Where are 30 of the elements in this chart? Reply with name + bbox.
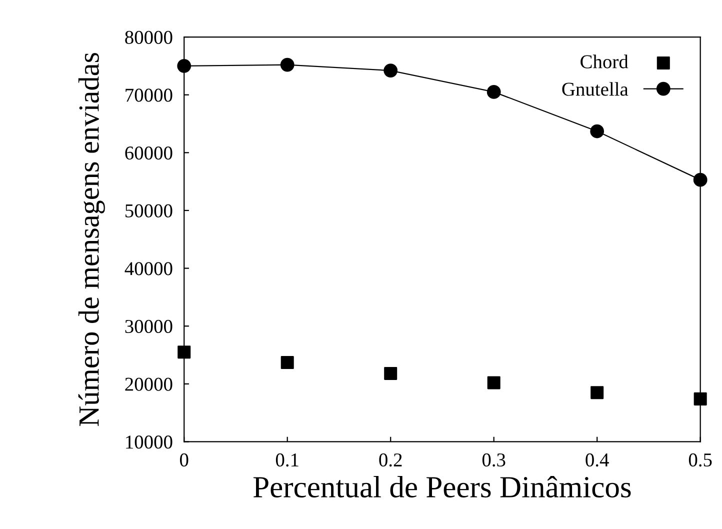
point — [693, 172, 708, 187]
y-tick-label: 10000 — [126, 436, 172, 449]
point — [280, 58, 294, 72]
point — [590, 124, 604, 138]
y-tick-label: 30000 — [125, 320, 172, 334]
y-tick-label: 70000 — [126, 88, 172, 102]
y-tick-label: 20000 — [125, 378, 172, 391]
y-tick-label: 40000 — [124, 262, 172, 276]
point — [178, 346, 191, 359]
point — [487, 376, 500, 390]
legend-label: Gnutella — [562, 82, 628, 96]
x-tick-label: 0.1 — [276, 453, 298, 467]
y-tick-label: 80000 — [125, 30, 172, 44]
x-tick-label: 0.3 — [482, 453, 506, 467]
legend-label: Chord — [580, 54, 628, 68]
point — [694, 392, 707, 406]
x-tick-label: 0.5 — [688, 453, 712, 467]
y-tick-label: 50000 — [126, 204, 172, 218]
point — [384, 366, 398, 380]
point — [590, 386, 604, 400]
x-tick-label: 0.2 — [379, 453, 402, 467]
y-tick-label: 60000 — [125, 146, 172, 160]
point — [280, 356, 294, 370]
point — [384, 64, 398, 78]
point — [486, 85, 501, 99]
y-axis-title: Número de mensagens enviadas — [78, 52, 105, 426]
x-tick-label: 0 — [180, 453, 188, 467]
x-axis-title: Percentual de Peers Dinâmicos — [253, 476, 631, 498]
x-tick-label: 0.4 — [586, 453, 609, 467]
point — [177, 58, 192, 73]
